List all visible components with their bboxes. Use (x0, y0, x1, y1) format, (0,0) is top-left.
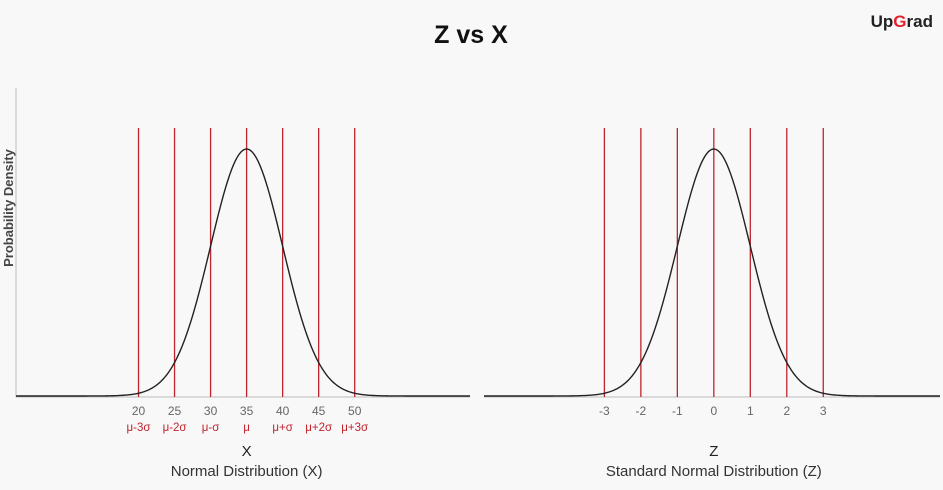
density-curve (16, 148, 470, 397)
tick-label: 0 (710, 404, 717, 418)
tick-symbol: μ (243, 422, 250, 434)
tick-label: -2 (636, 404, 647, 418)
panel-standard-z: -3 -2 -1 0 1 2 3 Z Standard Normal Distribution … (484, 128, 940, 480)
tick-label: 45 (312, 404, 326, 418)
panel-caption: Standard Normal Distribution (Z) (606, 463, 822, 480)
tick-label: 3 (820, 404, 827, 418)
tick-label: 1 (747, 404, 754, 418)
tick-symbol: μ-2σ (163, 422, 187, 434)
tick-symbol: μ-σ (202, 422, 220, 434)
axis-letter: Z (709, 443, 718, 460)
upgrad-logo: UpGrad (871, 12, 933, 31)
y-axis-label: Probability Density (1, 148, 16, 267)
tick-label: -1 (672, 404, 683, 418)
panel-caption: Normal Distribution (X) (171, 463, 323, 480)
tick-label: 30 (204, 404, 218, 418)
tick-label: 2 (783, 404, 790, 418)
tick-symbol: μ+3σ (341, 422, 368, 434)
tick-symbol: μ-3σ (127, 422, 151, 434)
tick-label: 20 (132, 404, 146, 418)
panel-normal-x: 20 μ-3σ 25 μ-2σ 30 μ-σ 35 μ 40 μ+σ 45 μ+2σ 50 μ+3σ X No… (16, 128, 470, 480)
tick-label: 25 (168, 404, 182, 418)
tick-symbol: μ+σ (272, 422, 292, 434)
tick-label: 40 (276, 404, 290, 418)
tick-label: -3 (599, 404, 610, 418)
tick-symbol: μ+2σ (305, 422, 332, 434)
logo-rad: rad (907, 12, 933, 31)
chart-title: Z vs X (434, 21, 508, 49)
axis-letter: X (242, 443, 252, 460)
logo-g: G (893, 12, 906, 31)
logo-up: Up (871, 12, 894, 31)
tick-label: 35 (240, 404, 254, 418)
density-curve (484, 148, 940, 397)
tick-label: 50 (348, 404, 362, 418)
